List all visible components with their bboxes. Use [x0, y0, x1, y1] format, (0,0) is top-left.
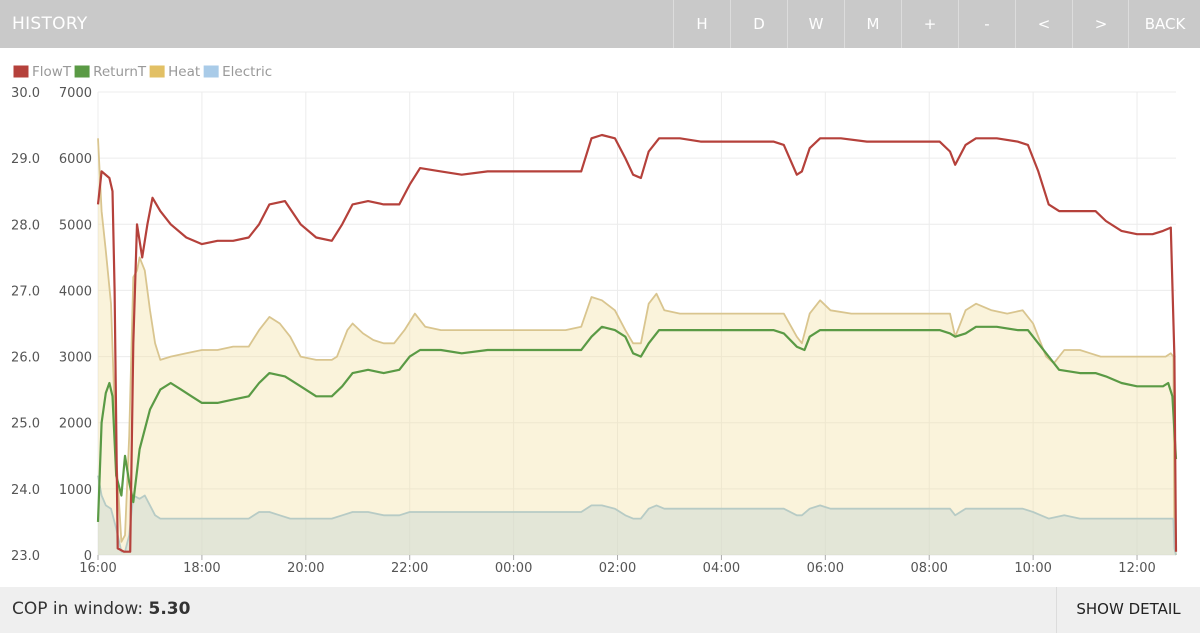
cop-value: 5.30 [148, 599, 191, 619]
day-view-button[interactable]: D [730, 0, 787, 48]
y-left-tick-label: 28.0 [11, 218, 40, 233]
y-right-tick-label: 3000 [59, 351, 92, 366]
hour-view-button[interactable]: H [673, 0, 730, 48]
flowt-line [96, 133, 1178, 553]
x-tick-label: 04:00 [703, 561, 740, 576]
heat-line [97, 138, 1177, 556]
month-view-button[interactable]: M [844, 0, 901, 48]
x-tick-label: 22:00 [391, 561, 428, 576]
y-right-tick-label: 4000 [59, 284, 92, 299]
x-tick-label: 10:00 [1014, 561, 1051, 576]
x-tick-label: 06:00 [807, 561, 844, 576]
legend-swatch-electric[interactable] [203, 65, 219, 78]
y-left-tick-label: 24.0 [11, 483, 40, 498]
y-right-tick-label: 1000 [59, 483, 92, 498]
page-title: HISTORY [12, 14, 88, 34]
y-left-tick-label: 25.0 [11, 417, 40, 432]
plot-area [98, 92, 1176, 555]
legend-label-heat[interactable]: Heat [168, 64, 200, 80]
legend-label-flowt[interactable]: FlowT [32, 64, 72, 80]
zoom-out-button[interactable]: - [958, 0, 1015, 48]
y-right-tick-label: 5000 [59, 218, 92, 233]
back-button[interactable]: BACK [1128, 0, 1200, 48]
y-right-tick-label: 2000 [59, 417, 92, 432]
x-tick-label: 16:00 [79, 561, 116, 576]
zoom-in-button[interactable]: + [901, 0, 958, 48]
y-left-tick-label: 26.0 [11, 351, 40, 366]
x-tick-label: 20:00 [287, 561, 324, 576]
x-tick-label: 08:00 [910, 561, 947, 576]
x-tick-label: 02:00 [599, 561, 636, 576]
returnt-line [96, 325, 1178, 522]
pan-left-button[interactable]: < [1015, 0, 1072, 48]
week-view-button[interactable]: W [787, 0, 844, 48]
y-left-tick-label: 29.0 [11, 152, 40, 167]
legend-swatch-heat[interactable] [149, 65, 165, 78]
show-detail-button[interactable]: SHOW DETAIL [1056, 587, 1200, 633]
pan-right-button[interactable]: > [1072, 0, 1129, 48]
electric-area [98, 475, 1176, 555]
y-left-tick-label: 23.0 [11, 549, 40, 564]
legend-label-returnt[interactable]: ReturnT [93, 64, 147, 80]
y-left-tick-label: 27.0 [11, 284, 40, 299]
x-tick-label: 00:00 [495, 561, 532, 576]
x-tick-label: 18:00 [183, 561, 220, 576]
legend-swatch-returnt[interactable] [74, 65, 90, 78]
cop-readout: COP in window: 5.30 [12, 587, 190, 633]
y-right-tick-label: 0 [84, 549, 92, 564]
cop-label: COP in window: [12, 599, 149, 619]
y-left-tick-label: 30.0 [11, 86, 40, 101]
electric-line [97, 475, 1177, 556]
x-tick-label: 12:00 [1118, 561, 1155, 576]
legend-swatch-flowt[interactable] [13, 65, 29, 78]
footer-bar: COP in window: 5.30 SHOW DETAIL [0, 587, 1200, 633]
heat-area [98, 138, 1176, 556]
history-header-bar: HISTORY H D W M + - < > BACK [0, 0, 1200, 48]
legend-label-electric[interactable]: Electric [222, 64, 272, 80]
y-right-tick-label: 7000 [59, 86, 92, 101]
y-right-tick-label: 6000 [59, 152, 92, 167]
history-chart[interactable]: 30.0 29.0 28.0 27.0 26.0 25.0 24.0 23.0 7000 6000… [0, 60, 1200, 580]
